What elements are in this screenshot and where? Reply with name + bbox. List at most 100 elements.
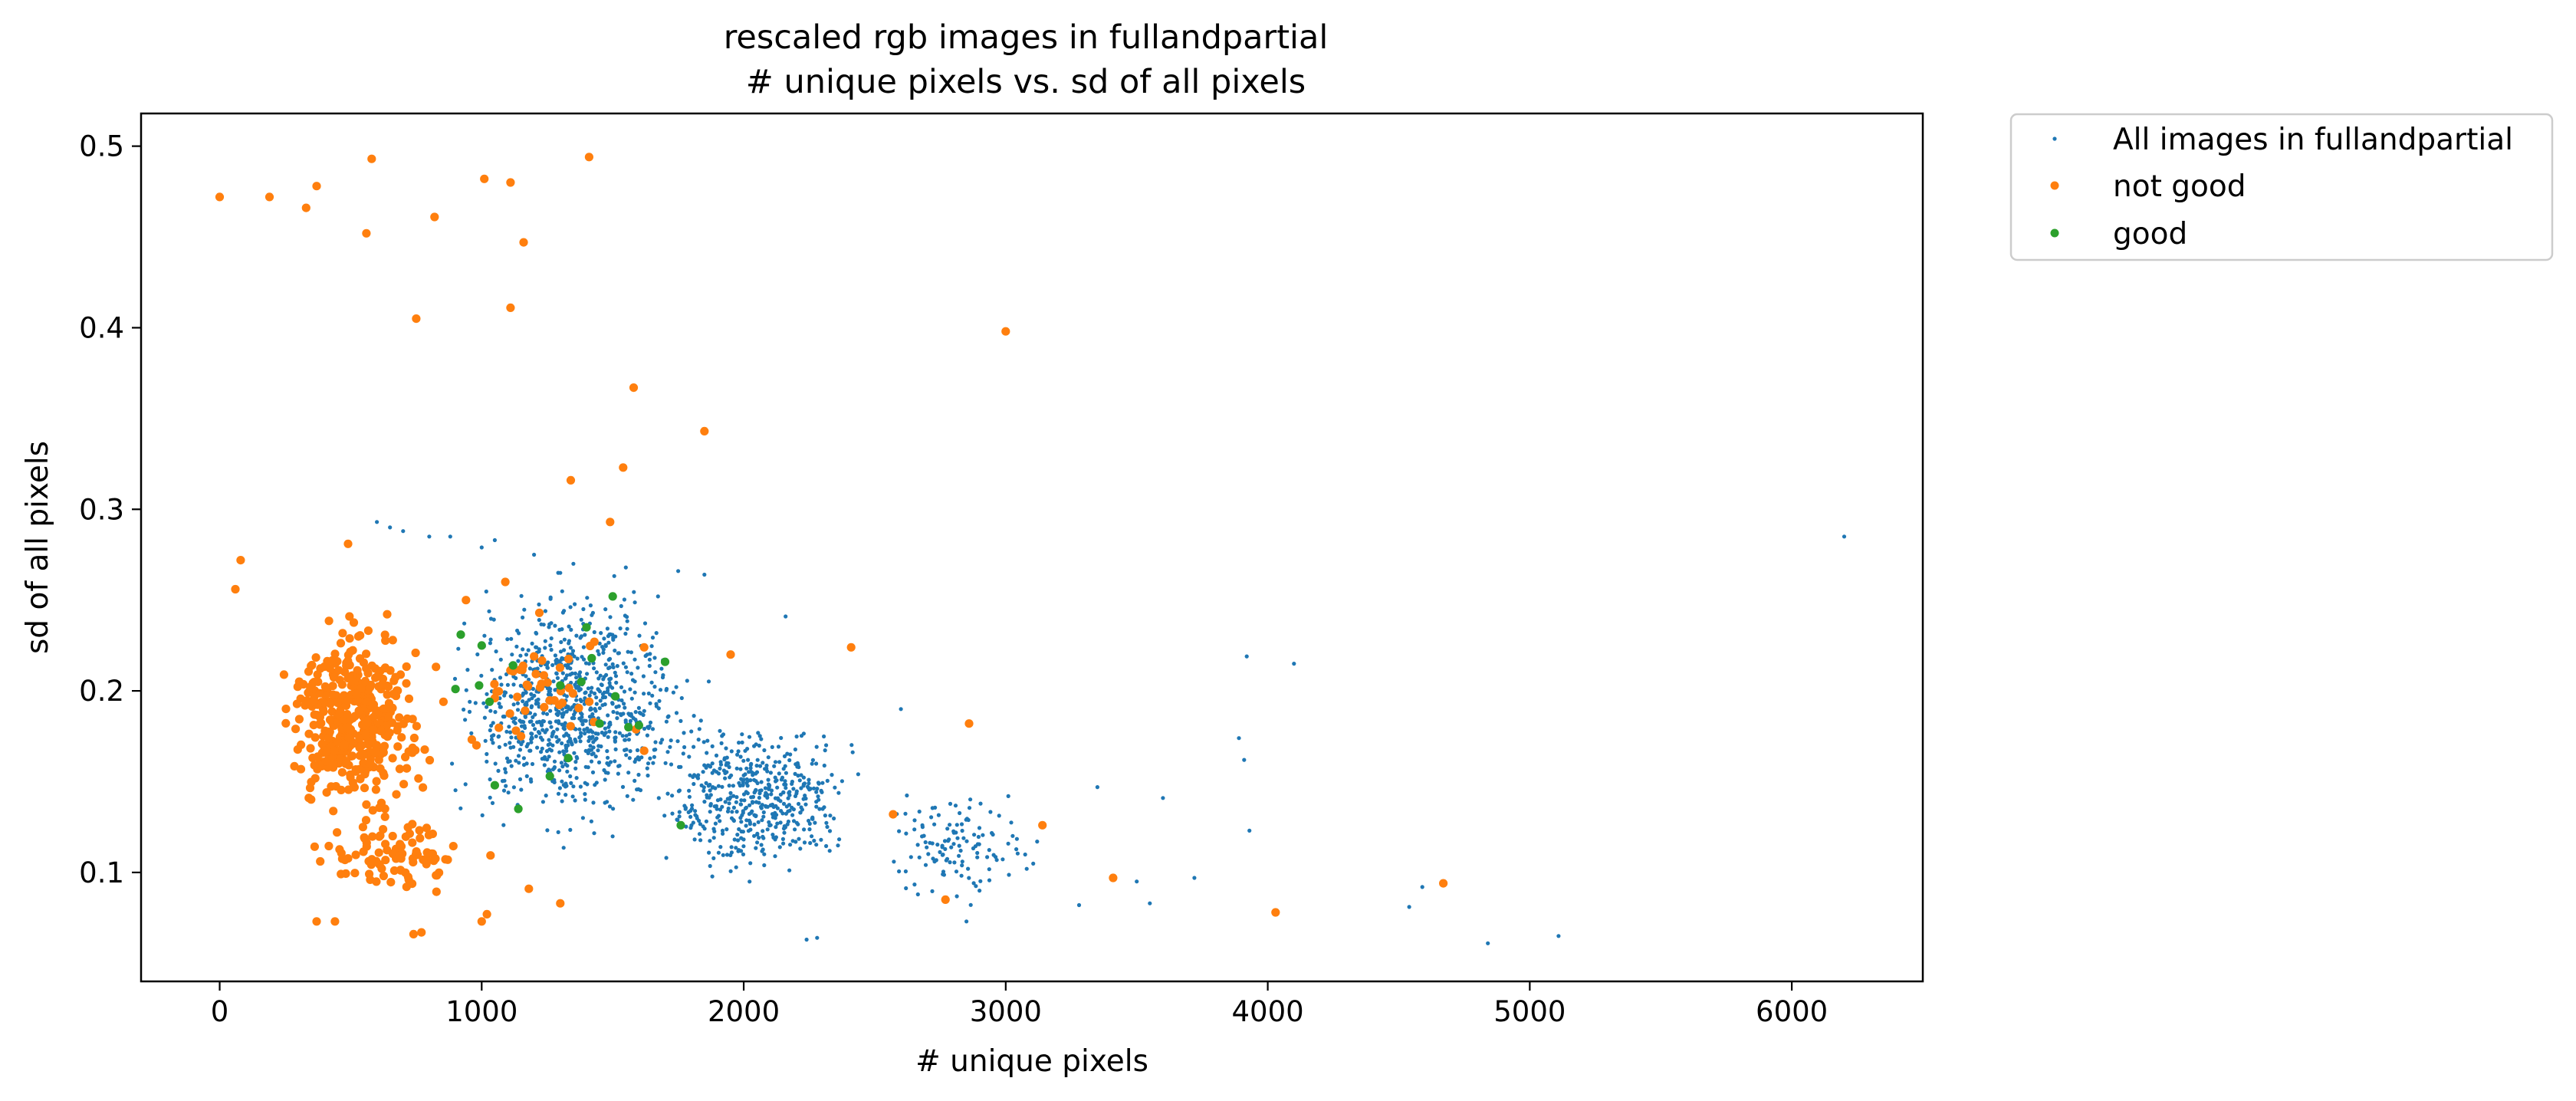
- all-images-point: [787, 790, 791, 795]
- all-images-point: [544, 794, 548, 798]
- not-good-point: [337, 854, 347, 863]
- all-images-point: [583, 764, 588, 769]
- all-images-point: [623, 613, 628, 618]
- not-good-point: [399, 780, 409, 789]
- all-images-point: [636, 755, 640, 760]
- all-images-point: [761, 761, 765, 765]
- all-images-point: [591, 745, 596, 750]
- all-images-point: [698, 838, 703, 843]
- all-images-point: [508, 730, 513, 735]
- all-images-point: [802, 840, 807, 845]
- all-images-point: [505, 637, 510, 642]
- all-images-point: [490, 734, 495, 738]
- all-images-point: [596, 649, 600, 653]
- not-good-point: [379, 704, 389, 713]
- all-images-point: [1247, 828, 1252, 833]
- all-images-point: [815, 935, 820, 940]
- not-good-point: [522, 680, 531, 689]
- x-axis: 0 1000 2000 3000 4000 5000 6000: [211, 981, 1828, 1028]
- all-images-point: [570, 649, 576, 653]
- all-images-point: [1242, 758, 1247, 762]
- all-images-point: [805, 784, 810, 789]
- all-images-point: [606, 755, 610, 760]
- plot-area: [141, 113, 1923, 981]
- all-images-point: [707, 850, 711, 855]
- all-images-point: [723, 776, 728, 781]
- all-images-point: [621, 661, 626, 666]
- all-images-point: [691, 774, 695, 780]
- all-images-point: [593, 707, 597, 712]
- all-images-point: [787, 808, 792, 813]
- all-images-point: [619, 603, 623, 609]
- all-images-point: [737, 848, 741, 853]
- all-images-point: [479, 545, 484, 550]
- all-images-point: [606, 686, 610, 691]
- all-images-point: [600, 692, 606, 696]
- all-images-point: [759, 780, 764, 784]
- all-images-point: [639, 712, 643, 716]
- all-images-point: [488, 637, 493, 642]
- all-images-point: [547, 754, 551, 759]
- all-images-point: [679, 695, 684, 701]
- all-images-point: [754, 846, 758, 850]
- not-good-point: [534, 608, 544, 617]
- all-images-point: [693, 813, 698, 817]
- all-images-point: [568, 646, 573, 650]
- all-images-point: [504, 756, 510, 761]
- all-images-point: [920, 834, 925, 839]
- all-images-point: [553, 623, 557, 628]
- not-good-point: [501, 577, 510, 587]
- all-images-point: [985, 855, 990, 859]
- all-images-point: [462, 621, 467, 626]
- all-images-point: [708, 863, 712, 869]
- all-images-point: [764, 804, 768, 809]
- all-images-point: [702, 800, 707, 804]
- all-images-point: [658, 688, 663, 692]
- all-images-point: [588, 744, 593, 748]
- all-images-point: [744, 823, 748, 828]
- all-images-point: [567, 641, 571, 646]
- all-images-point: [599, 682, 603, 687]
- all-images-point: [603, 726, 608, 731]
- not-good-point: [340, 741, 349, 750]
- all-images-point: [718, 819, 722, 823]
- y-tick-label: 0.1: [79, 856, 124, 889]
- not-good-point: [388, 703, 397, 713]
- all-images-point: [506, 790, 511, 795]
- good-point: [545, 771, 554, 781]
- all-images-point: [456, 646, 461, 651]
- not-good-point: [346, 773, 355, 782]
- good-point: [451, 685, 460, 694]
- good-point: [485, 697, 495, 706]
- all-images-point: [677, 810, 682, 814]
- all-images-point: [578, 687, 583, 692]
- not-good-point: [555, 663, 565, 672]
- not-good-point: [388, 636, 397, 645]
- not-good-point: [367, 859, 376, 868]
- all-images-point: [723, 800, 728, 804]
- not-good-point: [236, 556, 245, 565]
- not-good-point: [345, 660, 354, 670]
- legend: All images in fullandpartial not good go…: [2009, 113, 2554, 261]
- all-images-point: [755, 831, 760, 836]
- all-images-point: [710, 874, 715, 879]
- all-images-point: [738, 816, 743, 820]
- not-good-point: [345, 672, 354, 682]
- all-images-point: [1024, 866, 1029, 871]
- all-images-point: [465, 668, 470, 672]
- all-images-point: [720, 804, 724, 809]
- all-images-point: [636, 772, 641, 777]
- not-good-point: [368, 806, 377, 815]
- all-images-point: [544, 712, 550, 716]
- all-images-point: [625, 794, 629, 798]
- not-good-point: [317, 739, 327, 748]
- all-images-point: [814, 790, 819, 794]
- not-good-point: [513, 692, 522, 702]
- not-good-point: [361, 729, 370, 738]
- all-images-point: [500, 779, 505, 784]
- all-images-point: [771, 835, 776, 840]
- good-point: [490, 781, 500, 790]
- all-images-point: [961, 836, 966, 840]
- all-images-point: [762, 748, 767, 753]
- all-images-point: [527, 748, 532, 753]
